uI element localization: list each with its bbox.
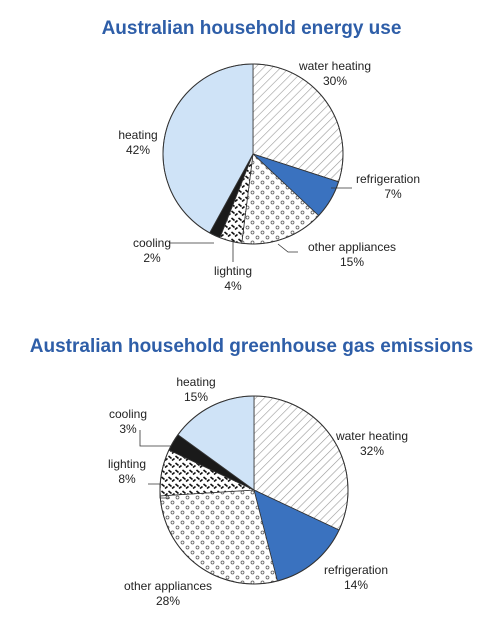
slice-value-cooling: 2% xyxy=(143,251,161,265)
chart-title-energy-use: Australian household energy use xyxy=(101,18,402,39)
slice-label-refrigeration: refrigeration xyxy=(356,172,420,186)
slice-value-refrigeration: 7% xyxy=(384,187,402,201)
leader-line-lighting xyxy=(148,483,170,499)
slice-value-other-appliances: 15% xyxy=(340,255,364,269)
slice-label-water-heating: water heating xyxy=(298,59,371,73)
slice-label-heating: heating xyxy=(118,128,157,142)
slice-value-other-appliances: 28% xyxy=(156,594,180,608)
slice-value-refrigeration: 14% xyxy=(344,578,368,592)
slice-label-lighting: lighting xyxy=(214,264,252,278)
leader-line-other-appliances xyxy=(277,243,298,253)
slice-label-other-appliances: other appliances xyxy=(124,579,212,593)
slice-value-heating: 42% xyxy=(126,143,150,157)
slice-value-water-heating: 30% xyxy=(323,74,347,88)
slice-label-other-appliances: other appliances xyxy=(308,240,396,254)
slice-value-lighting: 4% xyxy=(224,279,242,293)
slice-label-water-heating: water heating xyxy=(335,429,408,443)
slice-value-water-heating: 32% xyxy=(360,444,384,458)
slice-label-cooling: cooling xyxy=(133,236,171,250)
slice-value-lighting: 8% xyxy=(118,472,136,486)
slice-label-cooling: cooling xyxy=(109,407,147,421)
slice-value-heating: 15% xyxy=(184,390,208,404)
chart-title-greenhouse-emissions: Australian household greenhouse gas emis… xyxy=(29,336,474,357)
slice-value-cooling: 3% xyxy=(119,422,137,436)
slice-label-heating: heating xyxy=(176,375,215,389)
leader-line-cooling xyxy=(139,430,171,447)
slice-label-refrigeration: refrigeration xyxy=(324,563,388,577)
slice-label-lighting: lighting xyxy=(108,457,146,471)
